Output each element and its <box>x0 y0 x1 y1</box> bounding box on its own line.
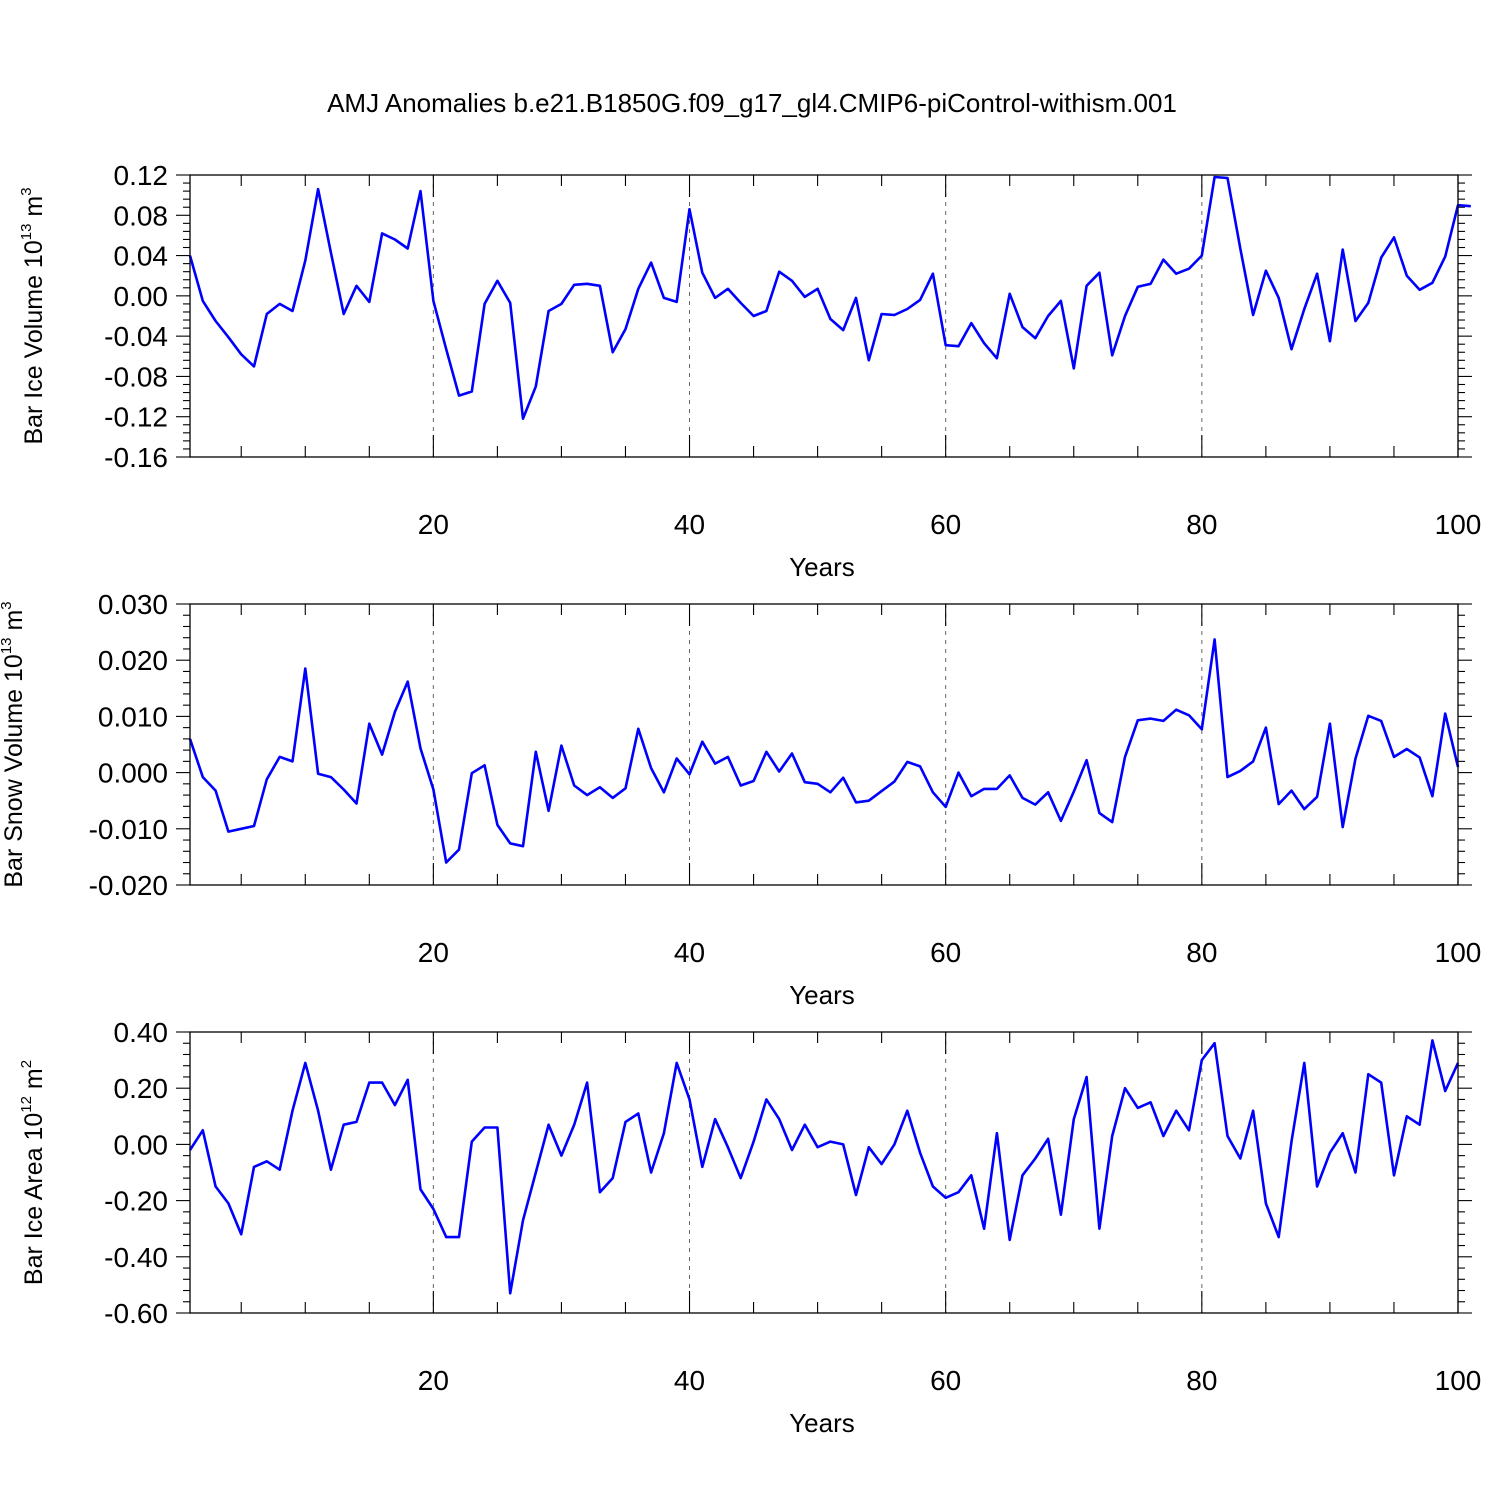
ice-volume-ylabel-part-3: 3 <box>18 187 35 195</box>
snow-volume-ytick-label-1: -0.010 <box>89 814 168 845</box>
snow-volume-panel: -0.020 -0.010 0.000 0.010 0.020 0.030 20 40 60 80… <box>0 589 1481 1010</box>
ice-area-ytick-label-5: 0.40 <box>114 1017 169 1048</box>
snow-volume-ytick-label-3: 0.010 <box>98 701 168 732</box>
ice-area-ytick-label-2: -0.20 <box>104 1186 168 1217</box>
ice-volume-ylabel: Bar Ice Volume 1013 m3 <box>18 187 48 444</box>
ice-volume-ytick-label-6: 0.08 <box>114 200 169 231</box>
ice-area-ylabel-part-1: 12 <box>18 1096 35 1113</box>
snow-volume-xtick-label-80: 80 <box>1186 937 1217 968</box>
ice-area-ylabel-part-3: 2 <box>18 1060 35 1068</box>
ice-volume-xlabel: Years <box>789 552 855 582</box>
ice-area-plot-frame <box>189 1031 1459 1314</box>
snow-volume-ylabel-part-0: Bar Snow Volume 10 <box>0 654 28 887</box>
ice-volume-xtick-label-100: 100 <box>1435 509 1482 540</box>
snow-volume-xtick-label-40: 40 <box>674 937 705 968</box>
ice-area-series-line <box>188 1039 1460 1295</box>
ice-area-xtick-label-20: 20 <box>418 1365 449 1396</box>
chart-title: AMJ Anomalies b.e21.B1850G.f09_g17_gl4.C… <box>327 88 1177 118</box>
ice-volume-xtick-label-80: 80 <box>1186 509 1217 540</box>
ice-area-ylabel: Bar Ice Area 1012 m2 <box>18 1060 48 1285</box>
ice-area-ylabel-part-2: m <box>20 1068 48 1096</box>
ice-volume-ytick-label-5: 0.04 <box>114 241 169 272</box>
ice-area-ylabel-part-0: Bar Ice Area 10 <box>20 1113 48 1285</box>
snow-volume-series-line <box>188 638 1460 864</box>
ice-volume-ytick-label-2: -0.08 <box>104 361 168 392</box>
ice-volume-ytick-label-7: 0.12 <box>114 160 169 191</box>
ice-area-ytick-label-0: -0.60 <box>104 1298 168 1329</box>
snow-volume-ylabel-part-3: 3 <box>0 601 15 609</box>
snow-volume-plot-frame <box>189 603 1459 886</box>
ice-volume-xtick-label-20: 20 <box>418 509 449 540</box>
ice-volume-xtick-label-60: 60 <box>930 509 961 540</box>
ice-area-xtick-label-100: 100 <box>1435 1365 1482 1396</box>
snow-volume-ytick-label-5: 0.030 <box>98 589 168 620</box>
ice-area-ytick-label-4: 0.20 <box>114 1073 169 1104</box>
snow-volume-xlabel: Years <box>789 980 855 1010</box>
ice-area-xtick-label-40: 40 <box>674 1365 705 1396</box>
snow-volume-xtick-label-100: 100 <box>1435 937 1482 968</box>
ice-volume-ylabel-part-2: m <box>20 196 48 224</box>
ice-area-ytick-label-1: -0.40 <box>104 1242 168 1273</box>
ice-volume-series-line <box>188 175 1471 421</box>
ice-area-panel: -0.60 -0.40 -0.20 0.00 0.20 0.40 20 40 60 80 100 Ye… <box>18 1017 1481 1438</box>
snow-volume-ylabel-part-2: m <box>0 610 28 638</box>
snow-volume-ylabel-part-1: 13 <box>0 637 15 654</box>
snow-volume-ytick-label-0: -0.020 <box>89 870 168 901</box>
ice-area-xtick-label-60: 60 <box>930 1365 961 1396</box>
ice-volume-plot-frame <box>189 174 1459 458</box>
ice-volume-panel: -0.16 -0.12 -0.08 -0.04 0.00 0.04 0.08 0.12 20 40… <box>18 160 1481 582</box>
snow-volume-xtick-label-20: 20 <box>418 937 449 968</box>
ice-area-ytick-label-3: 0.00 <box>114 1129 169 1160</box>
ice-volume-ytick-label-0: -0.16 <box>104 442 168 473</box>
snow-volume-ytick-label-2: 0.000 <box>98 758 168 789</box>
ice-area-xtick-label-80: 80 <box>1186 1365 1217 1396</box>
ice-volume-ytick-label-1: -0.12 <box>104 402 168 433</box>
ice-volume-ylabel-part-0: Bar Ice Volume 10 <box>20 240 48 444</box>
ice-area-xlabel: Years <box>789 1408 855 1438</box>
snow-volume-ytick-label-4: 0.020 <box>98 645 168 676</box>
snow-volume-ylabel: Bar Snow Volume 1013 m3 <box>0 601 28 887</box>
ice-volume-ytick-label-4: 0.00 <box>114 281 169 312</box>
ice-volume-ylabel-part-1: 13 <box>18 224 35 241</box>
snow-volume-xtick-label-60: 60 <box>930 937 961 968</box>
ice-volume-ytick-label-3: -0.04 <box>104 321 168 352</box>
ice-volume-xtick-label-40: 40 <box>674 509 705 540</box>
